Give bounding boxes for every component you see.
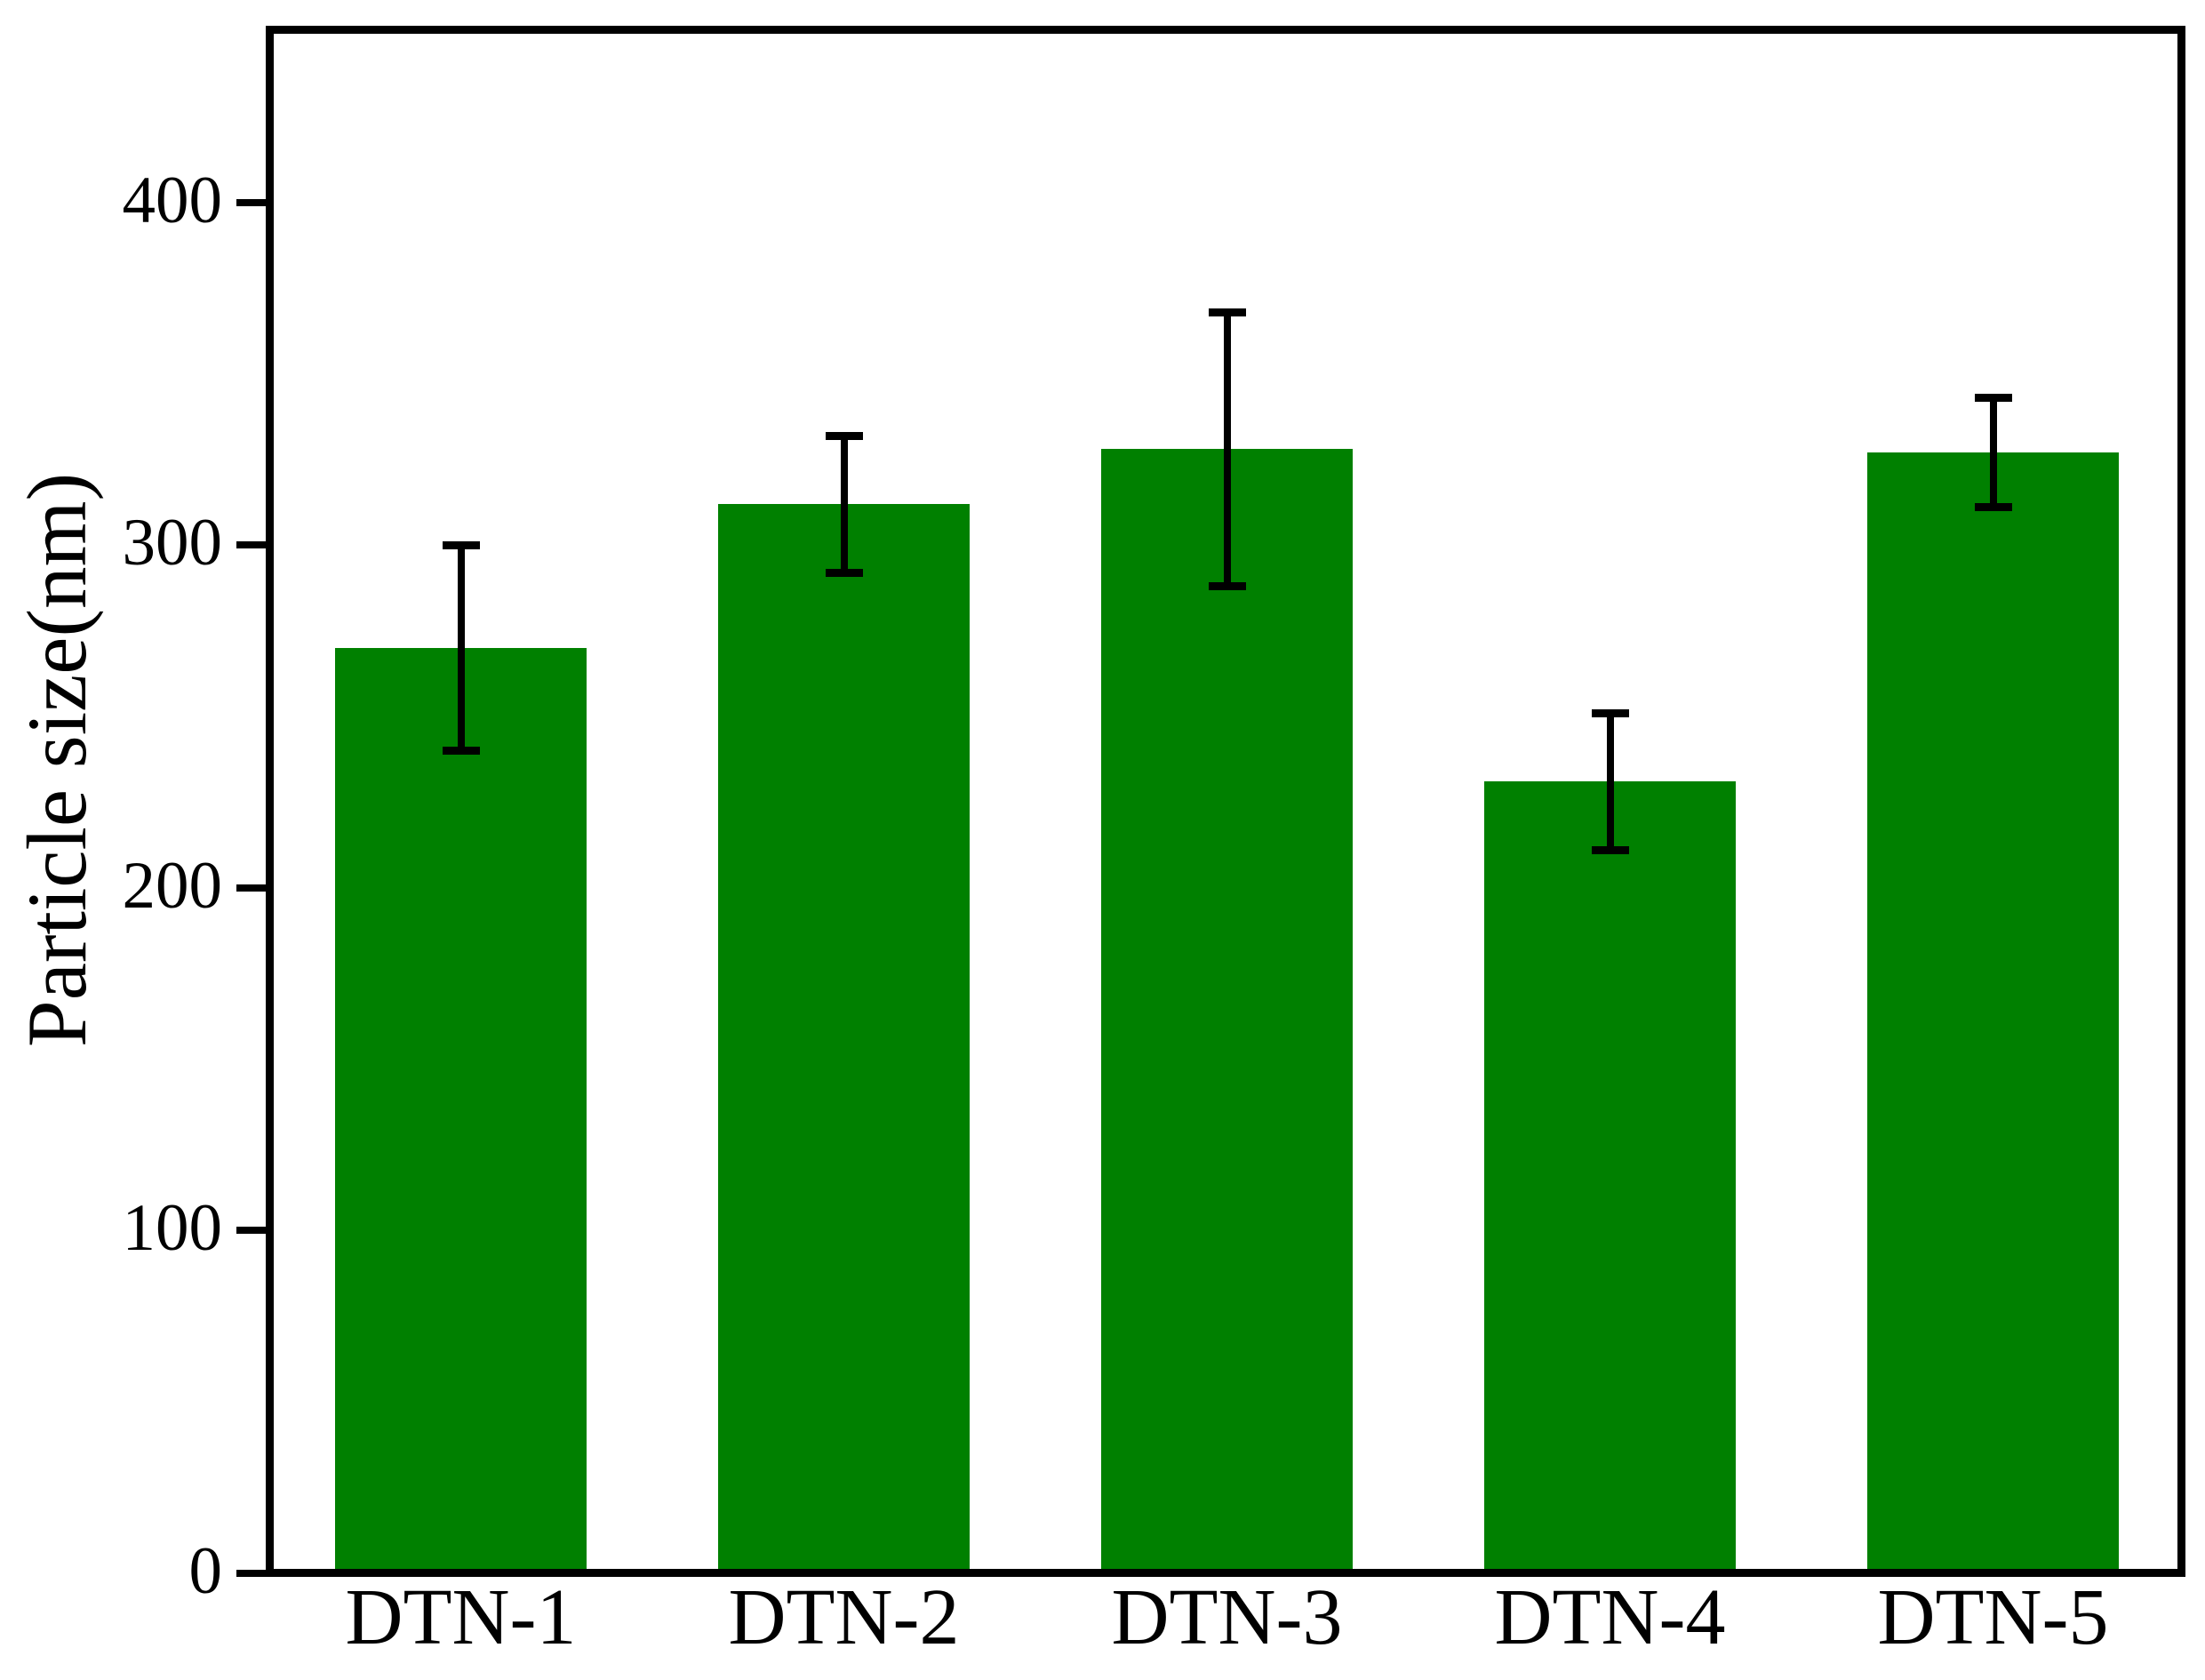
bar-dtn-2 xyxy=(718,504,970,1569)
error-bar-cap-bottom xyxy=(1591,845,1629,854)
y-tick-mark xyxy=(236,198,266,206)
bar-dtn-4 xyxy=(1484,781,1736,1569)
error-bar-cap-bottom xyxy=(1974,503,2012,512)
error-bar-stem xyxy=(840,436,848,573)
error-bar-cap-bottom xyxy=(825,568,863,577)
y-tick-label: 200 xyxy=(122,848,223,923)
x-category-label: DTN-3 xyxy=(1111,1573,1343,1661)
error-bar-cap-top xyxy=(1591,708,1629,717)
bar-dtn-1 xyxy=(335,647,587,1569)
y-tick-label: 300 xyxy=(122,506,223,580)
error-bar-stem xyxy=(1989,397,1997,508)
y-tick-label: 100 xyxy=(122,1191,223,1266)
y-tick-mark xyxy=(236,1569,266,1577)
error-bar-stem xyxy=(1606,713,1614,851)
x-category-label: DTN-1 xyxy=(345,1573,577,1661)
bar-dtn-3 xyxy=(1101,449,1353,1569)
error-bar-cap-bottom xyxy=(1208,582,1246,591)
y-tick-mark xyxy=(236,1227,266,1235)
y-tick-mark xyxy=(236,884,266,892)
error-bar-stem xyxy=(1223,312,1231,587)
error-bar-stem xyxy=(457,545,465,751)
x-category-label: DTN-5 xyxy=(1877,1573,2109,1661)
x-category-label: DTN-2 xyxy=(728,1573,960,1661)
error-bar-cap-top xyxy=(442,540,480,549)
error-bar-cap-top xyxy=(1208,308,1246,316)
error-bar-cap-bottom xyxy=(442,747,480,756)
y-tick-label: 0 xyxy=(188,1533,223,1608)
x-category-label: DTN-4 xyxy=(1494,1573,1726,1661)
y-tick-label: 400 xyxy=(122,163,223,237)
error-bar-cap-top xyxy=(825,431,863,440)
y-tick-mark xyxy=(236,541,266,549)
bar-dtn-5 xyxy=(1867,452,2119,1569)
error-bar-cap-top xyxy=(1974,394,2012,403)
